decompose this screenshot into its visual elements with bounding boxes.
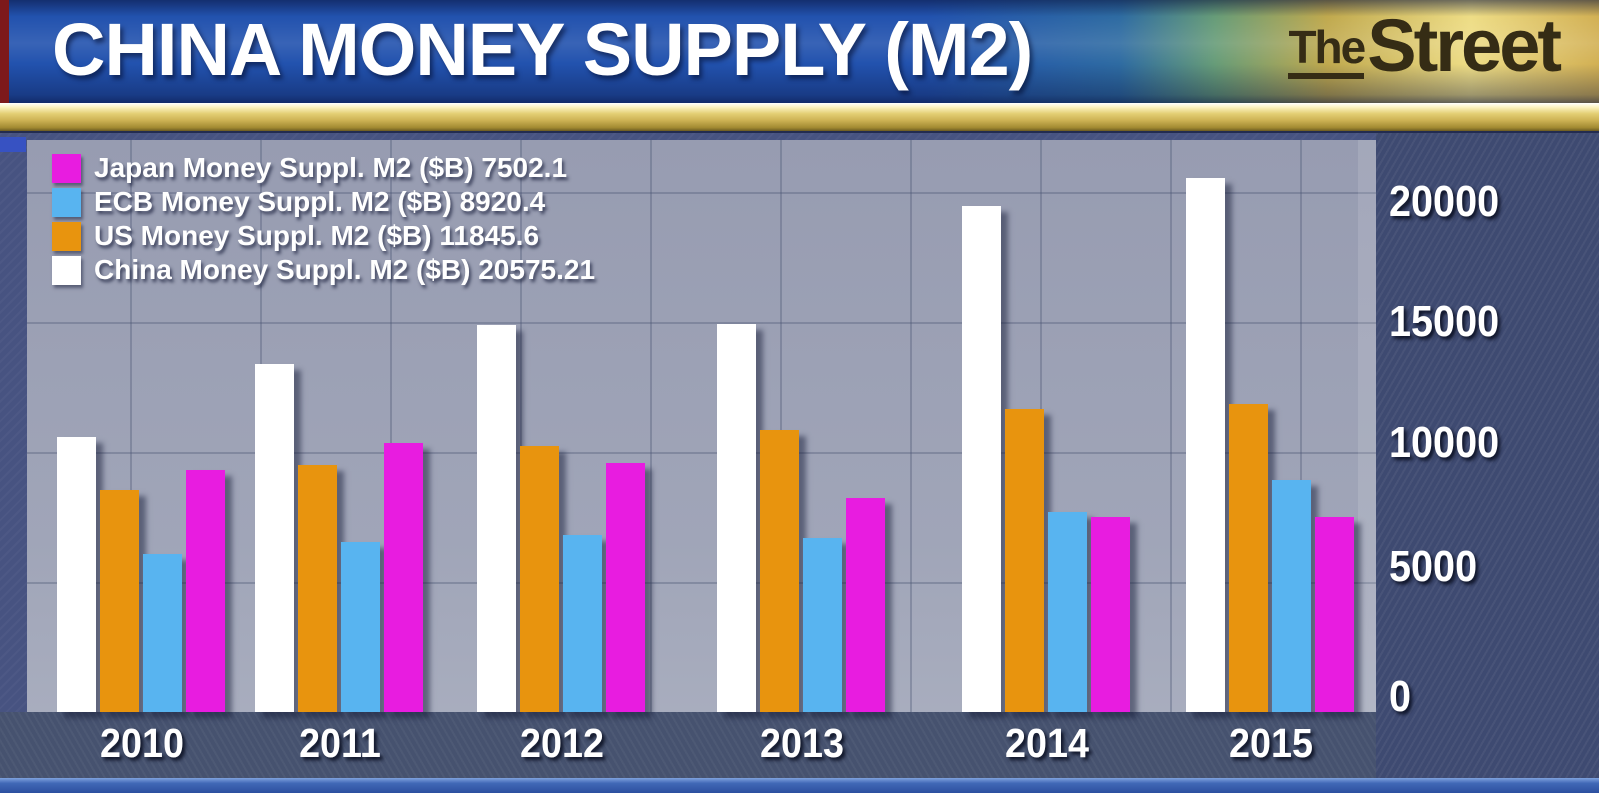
bar-ecb-2011 — [341, 542, 380, 712]
legend-swatch-us — [52, 221, 81, 251]
bar-japan-2012 — [606, 463, 645, 712]
logo-street: Street — [1367, 4, 1562, 87]
bar-japan-2014 — [1091, 517, 1130, 712]
bar-china-2013 — [717, 324, 756, 712]
y-axis-label-15000: 15000 — [1389, 297, 1500, 346]
y-axis-label-10000: 10000 — [1389, 418, 1500, 467]
legend-item-japan: Japan Money Suppl. M2 ($B) 7502.1 — [52, 151, 595, 185]
x-axis-label-2010: 2010 — [100, 720, 184, 766]
legend-label-us: US Money Suppl. M2 ($B) 11845.6 — [94, 220, 540, 251]
bar-japan-2011 — [384, 443, 423, 712]
bar-china-2015 — [1186, 178, 1225, 712]
page-title: CHINA MONEY SUPPLY (M2) — [52, 7, 1033, 91]
x-axis-label-2015: 2015 — [1229, 720, 1313, 766]
bar-japan-2013 — [846, 498, 885, 712]
legend-item-ecb: ECB Money Suppl. M2 ($B) 8920.4 — [52, 185, 595, 219]
bar-us-2010 — [100, 490, 139, 712]
plot-area — [27, 140, 1376, 712]
bar-china-2011 — [255, 364, 294, 712]
background-texture-right — [1376, 133, 1599, 778]
legend-item-us: US Money Suppl. M2 ($B) 11845.6 — [52, 219, 595, 253]
bar-ecb-2012 — [563, 535, 602, 712]
bar-ecb-2014 — [1048, 512, 1087, 712]
left-edge-blue-chip — [0, 137, 26, 152]
x-axis-label-2013: 2013 — [760, 720, 844, 766]
bar-us-2012 — [520, 446, 559, 712]
bar-us-2015 — [1229, 404, 1268, 712]
bar-us-2013 — [760, 430, 799, 712]
bar-us-2011 — [298, 465, 337, 712]
gold-separator — [0, 103, 1599, 133]
legend: Japan Money Suppl. M2 ($B) 7502.1 ECB Mon… — [52, 151, 595, 287]
bar-ecb-2015 — [1272, 480, 1311, 712]
bar-china-2012 — [477, 325, 516, 712]
x-axis-label-2011: 2011 — [299, 720, 381, 766]
x-axis-band — [0, 712, 1376, 778]
bar-japan-2010 — [186, 470, 225, 712]
bottom-strip — [0, 778, 1599, 793]
bar-ecb-2010 — [143, 554, 182, 712]
legend-swatch-china — [52, 255, 81, 285]
legend-label-ecb: ECB Money Suppl. M2 ($B) 8920.4 — [94, 186, 546, 217]
legend-label-china: China Money Suppl. M2 ($B) 20575.21 — [94, 254, 596, 285]
bar-china-2010 — [57, 437, 96, 712]
y-axis-label-5000: 5000 — [1389, 542, 1478, 591]
red-edge-accent — [0, 0, 9, 103]
x-axis-label-2012: 2012 — [520, 720, 604, 766]
legend-label-japan: Japan Money Suppl. M2 ($B) 7502.1 — [94, 152, 568, 183]
x-axis-label-2014: 2014 — [1005, 720, 1089, 766]
header-bar: CHINA MONEY SUPPLY (M2) The Street — [0, 0, 1599, 103]
legend-item-china: China Money Suppl. M2 ($B) 20575.21 — [52, 253, 595, 287]
bar-ecb-2013 — [803, 538, 842, 712]
y-axis-label-0: 0 — [1389, 672, 1412, 721]
y-axis-label-20000: 20000 — [1389, 177, 1500, 226]
logo-the: The — [1288, 24, 1366, 79]
bar-us-2014 — [1005, 409, 1044, 712]
bar-japan-2015 — [1315, 517, 1354, 712]
thestreet-logo: The Street — [1288, 4, 1562, 87]
bar-china-2014 — [962, 206, 1001, 712]
legend-swatch-ecb — [52, 187, 81, 217]
legend-swatch-japan — [52, 153, 81, 183]
